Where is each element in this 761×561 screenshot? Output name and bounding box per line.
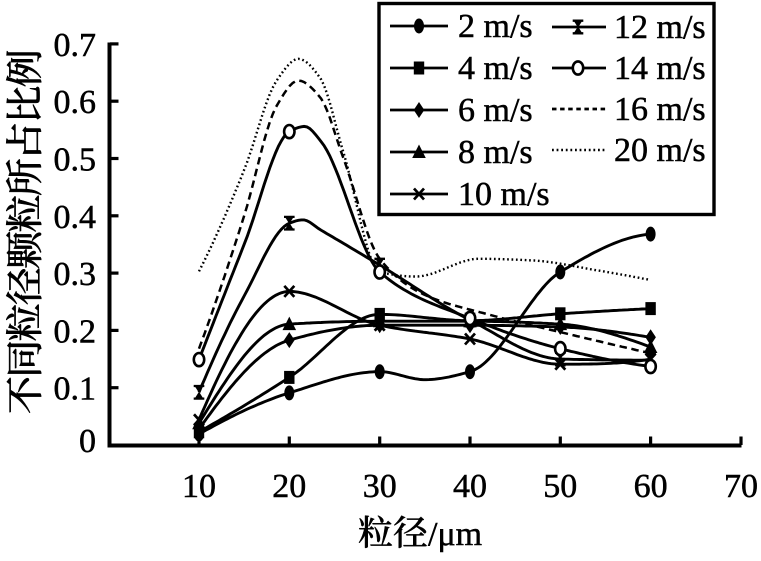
svg-text:0.2: 0.2 (54, 313, 97, 350)
svg-text:0.4: 0.4 (54, 199, 97, 236)
svg-text:12 m/s: 12 m/s (614, 9, 706, 46)
svg-text:10 m/s: 10 m/s (458, 176, 550, 213)
svg-text:20: 20 (272, 468, 306, 505)
svg-text:0.6: 0.6 (54, 84, 97, 121)
svg-text:6 m/s: 6 m/s (458, 92, 533, 129)
svg-text:8 m/s: 8 m/s (458, 134, 533, 171)
svg-text:0.3: 0.3 (54, 256, 97, 293)
svg-text:0.5: 0.5 (54, 142, 97, 179)
svg-text:16 m/s: 16 m/s (614, 91, 706, 128)
svg-text:0.1: 0.1 (54, 371, 97, 408)
svg-text:20 m/s: 20 m/s (614, 132, 706, 169)
svg-text:2 m/s: 2 m/s (458, 8, 533, 45)
svg-text:40: 40 (453, 468, 487, 505)
svg-text:70: 70 (724, 468, 758, 505)
svg-text:0: 0 (79, 423, 96, 460)
svg-text:14 m/s: 14 m/s (614, 50, 706, 87)
svg-text:30: 30 (363, 468, 397, 505)
svg-text:60: 60 (634, 468, 668, 505)
svg-text:4 m/s: 4 m/s (458, 50, 533, 87)
svg-text:0.7: 0.7 (54, 27, 97, 64)
svg-text:50: 50 (543, 468, 577, 505)
svg-text:/μm: /μm (428, 516, 482, 553)
svg-text:10: 10 (182, 468, 216, 505)
